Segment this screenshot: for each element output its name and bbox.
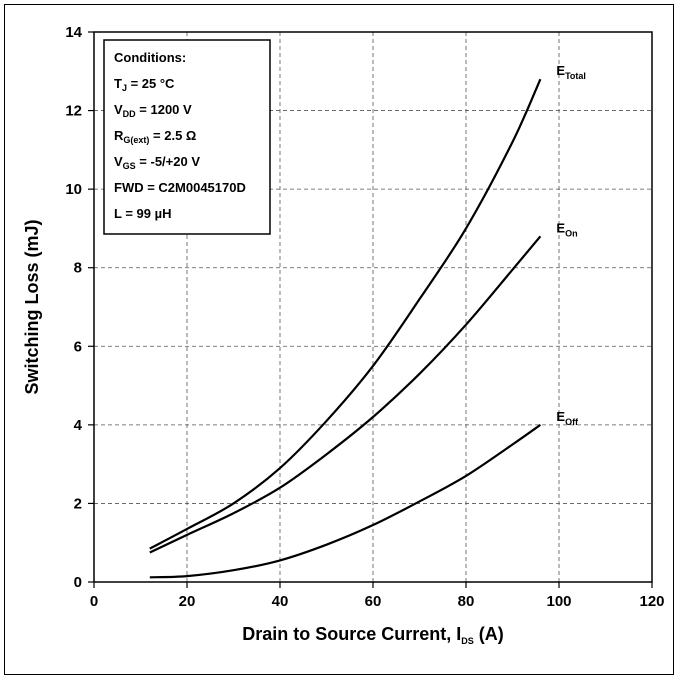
- y-tick-label: 10: [65, 181, 82, 198]
- y-tick-label: 0: [74, 574, 82, 591]
- conditions-box-frame: [103, 39, 271, 235]
- y-tick-label: 14: [65, 24, 82, 41]
- condition-line: VDD = 1200 V: [114, 102, 192, 119]
- series-line-total: [149, 78, 542, 550]
- condition-line: FWD = C2M0045170D: [114, 180, 246, 195]
- x-tick-label: 0: [90, 593, 98, 610]
- y-tick-label: 6: [74, 338, 82, 355]
- condition-line: Conditions:: [114, 50, 186, 65]
- x-tick-label: 40: [272, 593, 289, 610]
- x-tick-label: 100: [546, 593, 571, 610]
- x-axis-title: Drain to Source Current, IDS (A): [242, 624, 504, 646]
- y-tick-label: 4: [74, 417, 83, 434]
- x-tick-label: 120: [639, 593, 664, 610]
- condition-line: VGS = -5/+20 V: [114, 154, 200, 171]
- y-tick-label: 2: [74, 495, 82, 512]
- series-label-total: ETotal: [556, 63, 586, 81]
- x-tick-label: 20: [179, 593, 196, 610]
- condition-line: L = 99 µH: [114, 206, 171, 221]
- condition-line: RG(ext) = 2.5 Ω: [114, 128, 196, 145]
- x-tick-label: 80: [458, 593, 475, 610]
- series-labels: ETotal EOn EOff: [556, 63, 586, 427]
- y-tick-label: 12: [65, 103, 82, 120]
- series-label-off: EOff: [556, 409, 579, 427]
- curves: [149, 78, 542, 579]
- y-axis-title: Switching Loss (mJ): [22, 219, 42, 394]
- ticks: 0 20 40 60 80 100 120 0 2 4 6 8 10 12 14: [65, 24, 664, 610]
- x-tick-label: 60: [365, 593, 382, 610]
- series-line-off: [149, 423, 542, 579]
- series-label-on: EOn: [556, 220, 577, 238]
- series-line-on: [149, 235, 542, 554]
- conditions-box: Conditions: TJ = 25 °C VDD = 1200 V RG(ext)…: [103, 39, 271, 235]
- condition-line: TJ = 25 °C: [114, 76, 175, 93]
- y-tick-label: 8: [74, 260, 82, 277]
